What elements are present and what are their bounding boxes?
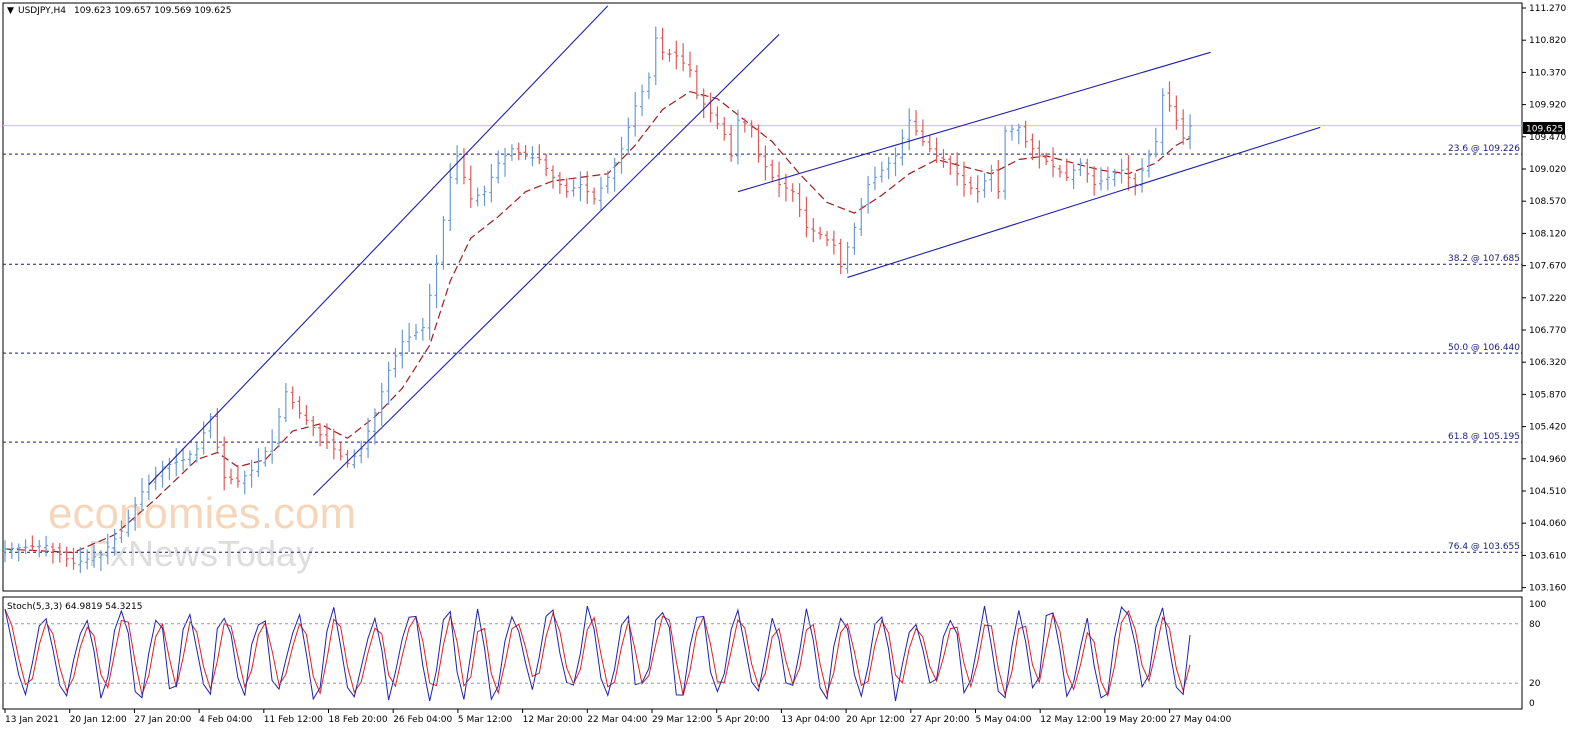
price-tick-label: 105.870 [1529,390,1566,400]
price-panel[interactable] [2,2,1523,592]
price-tick-label: 108.120 [1529,229,1566,239]
time-tick-label: 5 Mar 12:00 [458,715,513,725]
channel-line-upper-2[interactable] [737,51,1211,193]
time-tick-label: 20 Apr 12:00 [846,715,905,725]
header-ohlc: 109.623 109.657 109.569 109.625 [74,6,231,16]
time-tick-label: 18 Feb 20:00 [329,715,388,725]
fib-level-label: 61.8 @ 105.195 [1448,432,1520,442]
fib-levels: 23.6 @ 109.226 38.2 @ 107.685 50.0 @ 106.4… [3,144,1522,553]
time-tick-label: 5 May 04:00 [976,715,1032,725]
fib-level-label: 38.2 @ 107.685 [1448,254,1520,264]
current-price-tag [1523,122,1565,134]
stoch-label: Stoch(5,3,3) 64.9819 54.3215 [7,602,142,612]
time-axis: 13 Jan 2021 20 Jan 12:00 27 Jan 20:00 4 Feb… [4,709,1232,725]
time-tick-label: 29 Mar 12:00 [652,715,712,725]
moving-average [4,90,1191,554]
price-tick-label: 110.370 [1529,68,1566,78]
time-tick-label: 13 Apr 04:00 [781,715,840,725]
price-tick-label: 106.320 [1529,358,1566,368]
price-axis: 111.270 110.820 110.370 109.920 109.470 109.0… [1522,4,1566,594]
header-symbol: USDJPY,H4 [18,6,66,16]
time-tick-label: 13 Jan 2021 [5,715,59,725]
price-tick-label: 105.420 [1529,423,1566,433]
price-tick-label: 106.770 [1529,326,1566,336]
price-tick-label: 109.920 [1529,101,1566,111]
stochastic-lines [4,605,1191,702]
stoch-level-label: 20 [1529,679,1541,689]
header-arrow-icon[interactable]: ▼ [7,6,14,16]
watermark-sub: FxNewsToday [88,533,314,574]
price-tick-label: 103.610 [1529,551,1566,561]
channel-line-lower-1[interactable] [312,34,780,496]
price-tick-label: 104.510 [1529,487,1566,497]
time-tick-label: 27 May 04:00 [1170,715,1232,725]
price-tick-label: 104.060 [1529,519,1566,529]
stoch-panel[interactable] [2,596,1523,710]
time-tick-label: 5 Apr 20:00 [717,715,770,725]
time-tick-label: 12 Mar 20:00 [523,715,583,725]
price-tick-label: 110.820 [1529,36,1566,46]
time-tick-label: 20 Jan 12:00 [70,715,127,725]
fib-level-label: 50.0 @ 106.440 [1448,343,1520,353]
time-tick-label: 19 May 20:00 [1105,715,1167,725]
time-tick-label: 27 Apr 20:00 [911,715,970,725]
stoch-main-line [4,605,1191,702]
channel-line-lower-2[interactable] [847,126,1321,278]
time-tick-label: 26 Feb 04:00 [393,715,452,725]
price-tick-label: 108.570 [1529,197,1566,207]
price-tick-label: 103.160 [1529,584,1566,594]
fib-level-label: 76.4 @ 103.655 [1448,542,1520,552]
stoch-level-label: 80 [1529,620,1541,630]
time-tick-label: 11 Feb 12:00 [264,715,323,725]
price-tick-label: 104.960 [1529,455,1566,465]
price-tick-label: 107.670 [1529,262,1566,272]
time-tick-label: 27 Jan 20:00 [134,715,191,725]
watermark-brand: economies.com [48,489,356,538]
time-tick-label: 22 Mar 04:00 [587,715,647,725]
price-tick-label: 107.220 [1529,294,1566,304]
price-tick-label: 111.270 [1529,4,1566,14]
time-tick-label: 12 May 12:00 [1040,715,1102,725]
price-tick-label: 109.470 [1529,133,1566,143]
stoch-axis: 100 80 20 0 [3,600,1546,709]
price-tick-label: 109.020 [1529,165,1566,175]
stoch-level-label: 0 [1529,699,1535,709]
ma-line [4,90,1191,554]
stoch-signal-line [4,609,1191,698]
time-tick-label: 4 Feb 04:00 [199,715,253,725]
trend-channels[interactable] [148,5,1321,496]
channel-line-upper-1[interactable] [148,5,609,486]
current-price-label: 109.625 [1526,125,1563,135]
stoch-level-label: 100 [1529,600,1546,610]
candles [3,26,1193,574]
fib-level-label: 23.6 @ 109.226 [1448,144,1520,154]
